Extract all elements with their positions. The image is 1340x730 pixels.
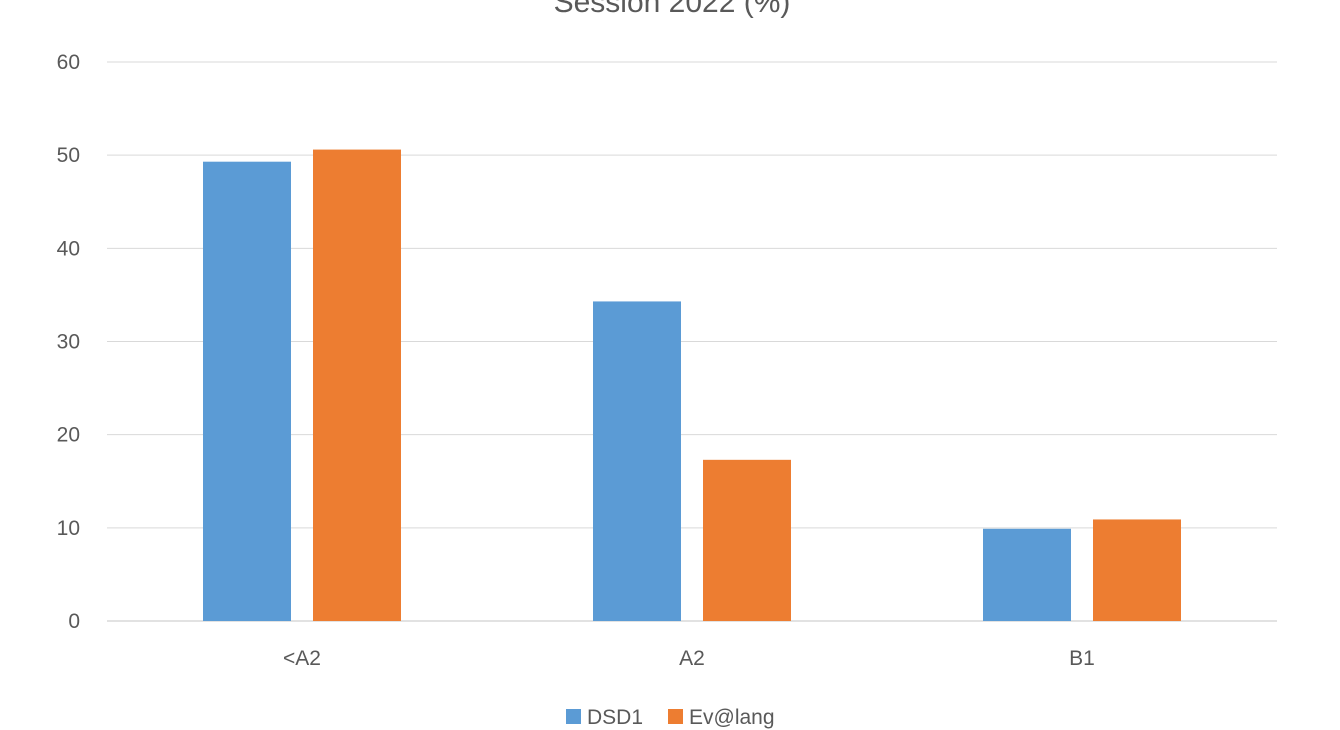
x-tick-label: B1 <box>1069 647 1095 670</box>
legend-swatch <box>566 709 581 724</box>
bar-dsd1-0 <box>203 161 291 621</box>
y-tick-label: 0 <box>68 610 80 633</box>
y-tick-label: 20 <box>57 424 80 447</box>
y-tick-label: 50 <box>57 144 80 167</box>
bar-dsd1-2 <box>983 528 1071 621</box>
bar-ev-lang-1 <box>703 459 791 621</box>
x-axis-ticks: <A2 A2 B1 <box>283 647 1095 670</box>
bar-dsd1-1 <box>593 301 681 621</box>
legend: DSD1 Ev@lang <box>566 706 775 729</box>
bar-ev-lang-0 <box>313 149 401 621</box>
y-tick-label: 60 <box>57 51 80 74</box>
legend-label: Ev@lang <box>689 706 775 729</box>
bars <box>203 149 1181 621</box>
legend-label: DSD1 <box>587 706 643 729</box>
x-tick-label: A2 <box>679 647 705 670</box>
y-tick-label: 10 <box>57 517 80 540</box>
y-axis-ticks: 0 10 20 30 40 50 60 <box>57 51 80 633</box>
bar-ev-lang-2 <box>1093 519 1181 621</box>
y-tick-label: 40 <box>57 237 80 260</box>
gridlines <box>107 61 1277 622</box>
y-tick-label: 30 <box>57 331 80 354</box>
x-tick-label: <A2 <box>283 647 321 670</box>
chart-title: Session 2022 (%) <box>554 0 791 19</box>
legend-swatch <box>668 709 683 724</box>
